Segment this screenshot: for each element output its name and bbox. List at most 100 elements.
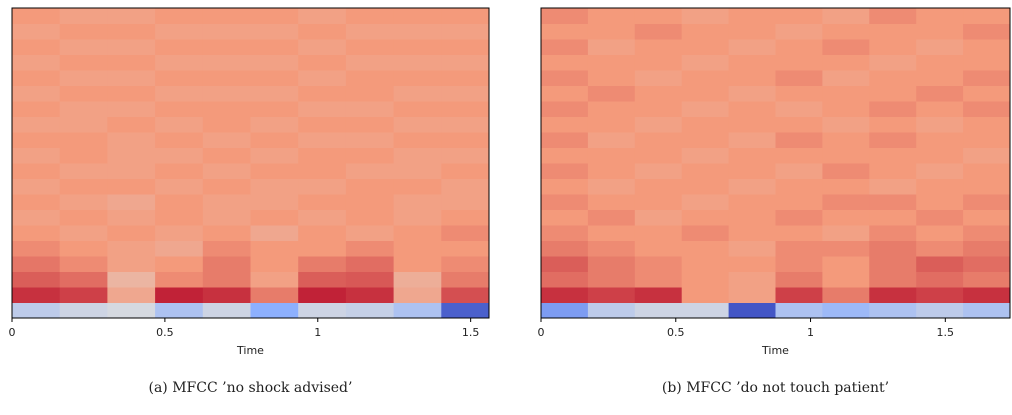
heatmap-cell bbox=[250, 101, 299, 117]
heatmap-cell bbox=[963, 194, 1011, 210]
heatmap-cell bbox=[634, 302, 683, 319]
heatmap-cell bbox=[202, 70, 251, 86]
heatmap-cell bbox=[345, 256, 395, 272]
heatmap-cell bbox=[12, 256, 61, 272]
heatmap-cell bbox=[345, 302, 395, 319]
heatmap-cell bbox=[250, 8, 299, 24]
heatmap-cell bbox=[541, 54, 589, 71]
heatmap-cell bbox=[345, 240, 395, 257]
heatmap-cell bbox=[728, 287, 776, 303]
heatmap-cell bbox=[12, 147, 61, 164]
heatmap-cell bbox=[202, 132, 251, 148]
heatmap-cell bbox=[155, 101, 204, 117]
heatmap-cell bbox=[12, 23, 61, 40]
heatmap-cell bbox=[59, 132, 108, 148]
heatmap-cell bbox=[298, 116, 347, 133]
heatmap-cell bbox=[250, 194, 299, 210]
heatmap-cell bbox=[775, 271, 823, 288]
heatmap-cell bbox=[681, 8, 730, 24]
heatmap-cell bbox=[202, 116, 251, 133]
heatmap-cell bbox=[250, 39, 299, 55]
heatmap-cell bbox=[541, 287, 589, 303]
heatmap-cell bbox=[441, 256, 490, 272]
heatmap-cell bbox=[634, 194, 683, 210]
heatmap-cell bbox=[728, 39, 776, 55]
heatmap-cell bbox=[441, 70, 490, 86]
heatmap-cell bbox=[541, 23, 589, 40]
heatmap-cell bbox=[541, 163, 589, 179]
heatmap-cell bbox=[822, 194, 870, 210]
heatmap-cell bbox=[728, 70, 776, 86]
heatmap-cell bbox=[963, 225, 1011, 241]
heatmap-cell bbox=[541, 256, 589, 272]
heatmap-cell bbox=[869, 54, 917, 71]
heatmap-cell bbox=[963, 271, 1011, 288]
heatmap-cell bbox=[155, 178, 204, 195]
heatmap-cell bbox=[202, 8, 251, 24]
heatmap-cell bbox=[587, 85, 636, 102]
heatmap-cell bbox=[869, 39, 917, 55]
heatmap-cell bbox=[916, 54, 964, 71]
heatmap-cell bbox=[441, 194, 490, 210]
heatmap-cell bbox=[202, 54, 251, 71]
heatmap-cell bbox=[822, 209, 870, 226]
heatmap-cell bbox=[345, 287, 395, 303]
heatmap-cell bbox=[634, 178, 683, 195]
heatmap-cell bbox=[681, 163, 730, 179]
heatmap-cell bbox=[393, 271, 442, 288]
heatmap-cell bbox=[441, 209, 490, 226]
heatmap-cell bbox=[775, 101, 823, 117]
heatmap-cell bbox=[202, 147, 251, 164]
heatmap-cell bbox=[775, 240, 823, 257]
heatmap-cell bbox=[634, 54, 683, 71]
heatmap-cell bbox=[775, 209, 823, 226]
heatmap-cell bbox=[250, 70, 299, 86]
heatmap-cell bbox=[916, 271, 964, 288]
heatmap-cell bbox=[775, 147, 823, 164]
heatmap-cell bbox=[775, 116, 823, 133]
heatmap-cell bbox=[59, 70, 108, 86]
heatmap-cell bbox=[393, 147, 442, 164]
heatmap-cell bbox=[107, 8, 156, 24]
heatmap-cell bbox=[393, 240, 442, 257]
heatmap-cell bbox=[869, 256, 917, 272]
heatmap-cell bbox=[775, 85, 823, 102]
heatmap-cell bbox=[681, 225, 730, 241]
heatmap-cell bbox=[869, 271, 917, 288]
heatmap-cell bbox=[869, 85, 917, 102]
x-tick-label: 0.5 bbox=[667, 326, 685, 339]
heatmap-cell bbox=[202, 240, 251, 257]
heatmap-cell bbox=[587, 225, 636, 241]
heatmap-cell bbox=[298, 178, 347, 195]
heatmap-cell bbox=[202, 85, 251, 102]
heatmap-cell bbox=[681, 23, 730, 40]
heatmap-cell bbox=[155, 147, 204, 164]
heatmap-cell bbox=[681, 54, 730, 71]
heatmap-cell bbox=[155, 240, 204, 257]
heatmap-cell bbox=[775, 70, 823, 86]
heatmap-cell bbox=[728, 225, 776, 241]
x-tick-label: 0 bbox=[538, 326, 545, 339]
heatmap-cell bbox=[250, 287, 299, 303]
plot-frame bbox=[11, 7, 490, 319]
heatmap-cell bbox=[12, 209, 61, 226]
heatmap-cell bbox=[393, 225, 442, 241]
heatmap-cell bbox=[345, 8, 395, 24]
heatmap-cell bbox=[345, 194, 395, 210]
heatmap-cell bbox=[441, 240, 490, 257]
heatmap-cell bbox=[345, 132, 395, 148]
heatmap-cell bbox=[393, 54, 442, 71]
heatmap-cell bbox=[634, 163, 683, 179]
heatmap-cell bbox=[441, 132, 490, 148]
heatmap-cell bbox=[681, 209, 730, 226]
heatmap-cell bbox=[298, 23, 347, 40]
heatmap-cell bbox=[822, 240, 870, 257]
heatmap-cell bbox=[345, 85, 395, 102]
heatmap-cell bbox=[393, 132, 442, 148]
heatmap-cell bbox=[250, 256, 299, 272]
heatmap-cell bbox=[587, 147, 636, 164]
heatmap-cell bbox=[775, 54, 823, 71]
heatmap-cell bbox=[298, 54, 347, 71]
heatmap-cell bbox=[393, 85, 442, 102]
heatmap-cell bbox=[393, 178, 442, 195]
